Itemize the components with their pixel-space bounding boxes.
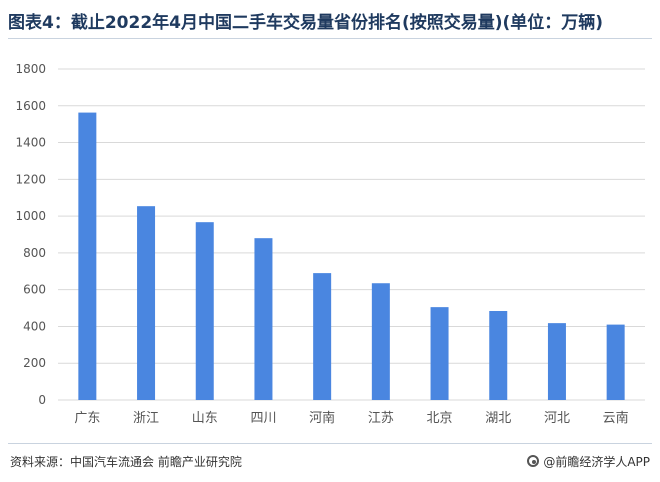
x-tick-label-8: 河北 [544,411,570,426]
y-tick-label-1800: 1800 [15,62,46,76]
y-tick-label-200: 200 [23,356,46,370]
bar-6 [430,307,449,400]
y-axis-ticks: 0 200 400 600 800 1000 1200 1400 1600 1800 [15,62,46,407]
brand-credit: @前瞻经济学人APP [527,453,650,470]
footer: 资料来源：中国汽车流通会 前瞻产业研究院 @前瞻经济学人APP [10,450,650,472]
y-tick-label-800: 800 [23,246,46,260]
bar-7 [489,310,508,400]
bar-3 [254,238,273,400]
bar-9 [606,324,625,400]
bar-2 [195,222,214,400]
y-tick-label-1400: 1400 [15,136,46,150]
y-tick-label-600: 600 [23,283,46,297]
y-tick-label-1600: 1600 [15,99,46,113]
bar-4 [313,273,332,400]
y-tick-label-400: 400 [23,319,46,333]
footer-divider [8,443,652,444]
x-tick-label-1: 浙江 [133,411,159,426]
bar-8 [547,323,566,400]
gridlines [58,68,645,401]
x-tick-label-2: 山东 [192,411,218,426]
x-tick-label-3: 四川 [250,411,276,426]
x-tick-label-6: 北京 [427,411,453,426]
bar-0 [78,112,97,400]
x-tick-label-7: 湖北 [485,411,511,426]
y-tick-label-0: 0 [38,393,46,407]
bars [78,112,625,400]
y-tick-label-1000: 1000 [15,209,46,223]
source-note: 资料来源：中国汽车流通会 前瞻产业研究院 [10,454,242,469]
chart-title: 图表4：截止2022年4月中国二手车交易量省份排名(按照交易量)(单位：万辆) [8,12,604,33]
x-tick-label-0: 广东 [74,411,100,426]
x-tick-label-4: 河南 [309,410,335,426]
x-tick-label-9: 云南 [603,410,629,426]
brand-text: @前瞻经济学人APP [543,454,650,469]
y-tick-label-1200: 1200 [15,172,46,186]
bar-5 [371,283,390,400]
brand-logo-icon [527,455,540,467]
chart-svg: 0 200 400 600 800 1000 1200 1400 1600 1800 广东 浙江 山东… [15,62,645,426]
x-axis-ticks: 广东 浙江 山东 四川 河南 江苏 北京 湖北 河北 云南 [74,410,628,426]
title-divider [8,38,652,39]
bar-1 [137,206,156,400]
x-tick-label-5: 江苏 [368,410,394,426]
bar-chart: 0 200 400 600 800 1000 1200 1400 1600 1800 广东 浙江 山东… [0,40,660,440]
